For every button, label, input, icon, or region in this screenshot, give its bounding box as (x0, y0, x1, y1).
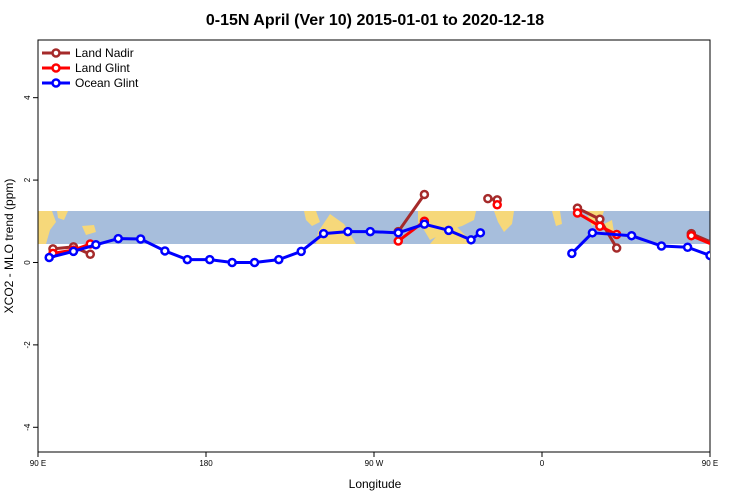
plot-frame (37, 39, 711, 453)
data-point-ocean-glint (135, 234, 146, 244)
data-point-land-glint (393, 236, 404, 246)
x-axis-label: Longitude (349, 477, 402, 491)
y-tick-label: -2 (23, 341, 32, 349)
data-point-ocean-glint (567, 248, 577, 259)
legend-marker-land-glint (51, 63, 61, 73)
series-ocean-glint (44, 219, 736, 268)
y-tick-label: 0 (23, 260, 32, 265)
data-point-ocean-glint (227, 257, 237, 268)
land-area (430, 226, 470, 244)
data-point-ocean-glint (91, 240, 101, 250)
y-tick-label: 4 (23, 95, 32, 100)
data-point-land-glint (572, 208, 583, 218)
legend-label-land-nadir: Land Nadir (75, 46, 134, 60)
data-point-ocean-glint (443, 225, 454, 236)
data-point-land-nadir (419, 189, 430, 200)
data-point-ocean-glint (729, 255, 736, 262)
chart-title: 0-15N April (Ver 10) 2015-01-01 to 2020-… (206, 12, 544, 29)
data-point-ocean-glint (365, 226, 376, 237)
data-point-land-nadir (483, 193, 493, 204)
series-line-land-nadir (397, 193, 426, 233)
data-point-ocean-glint (626, 230, 637, 241)
x-tick-label: 90 E (702, 459, 718, 468)
land-area (38, 211, 56, 244)
x-tick-label: 90 W (365, 459, 384, 468)
y-axis: -4 -2 0 2 4 (23, 95, 38, 431)
data-point-ocean-glint (475, 228, 486, 238)
data-point-land-glint (686, 230, 697, 241)
land-area (418, 211, 476, 240)
data-point-ocean-glint (160, 246, 170, 256)
series-land-nadir (48, 189, 730, 259)
data-point-land-glint (727, 249, 734, 256)
data-point-land-nadir (85, 249, 96, 259)
y-tick-label: 2 (23, 177, 32, 182)
data-point-ocean-glint (274, 254, 284, 265)
data-point-land-nadir (723, 245, 730, 252)
x-tick-label: 0 (540, 459, 545, 468)
data-point-ocean-glint (587, 228, 598, 238)
data-point-ocean-glint (343, 226, 353, 237)
series-line-land-glint (690, 234, 710, 246)
land-area (57, 211, 68, 220)
legend-label-ocean-glint: Ocean Glint (75, 76, 139, 90)
land-area (494, 211, 514, 232)
series-layer (44, 189, 736, 268)
data-point-ocean-glint (296, 246, 306, 257)
legend-marker-ocean-glint (51, 78, 61, 88)
data-point-land-nadir (611, 243, 622, 253)
data-point-land-glint (595, 221, 605, 231)
series-line-ocean-glint (570, 231, 710, 257)
data-point-ocean-glint (419, 219, 430, 229)
data-point-ocean-glint (44, 252, 54, 263)
data-point-ocean-glint (656, 241, 667, 251)
data-point-ocean-glint (182, 254, 193, 265)
legend-marker-land-nadir (51, 48, 61, 58)
data-point-ocean-glint (466, 235, 476, 245)
data-point-ocean-glint (113, 233, 124, 244)
data-point-ocean-glint (705, 250, 710, 261)
data-point-ocean-glint (204, 254, 215, 265)
land-area (304, 211, 320, 226)
data-point-ocean-glint (68, 246, 79, 257)
x-axis: 90 E 180 90 W 0 90 E (30, 452, 718, 468)
series-line-land-nadir (690, 232, 710, 244)
x-tick-label: 180 (199, 459, 213, 468)
land-area (552, 211, 562, 226)
x-tick-label: 90 E (30, 459, 46, 468)
data-point-ocean-glint (318, 228, 329, 239)
y-tick-label: -4 (23, 423, 32, 431)
data-point-ocean-glint (393, 228, 404, 238)
y-axis-label: XCO2 - MLO trend (ppm) (2, 179, 16, 314)
legend-label-land-glint: Land Glint (75, 61, 130, 75)
data-point-ocean-glint (682, 242, 693, 252)
data-point-ocean-glint (249, 257, 260, 268)
data-point-land-glint (492, 200, 502, 210)
land-area (82, 225, 96, 235)
